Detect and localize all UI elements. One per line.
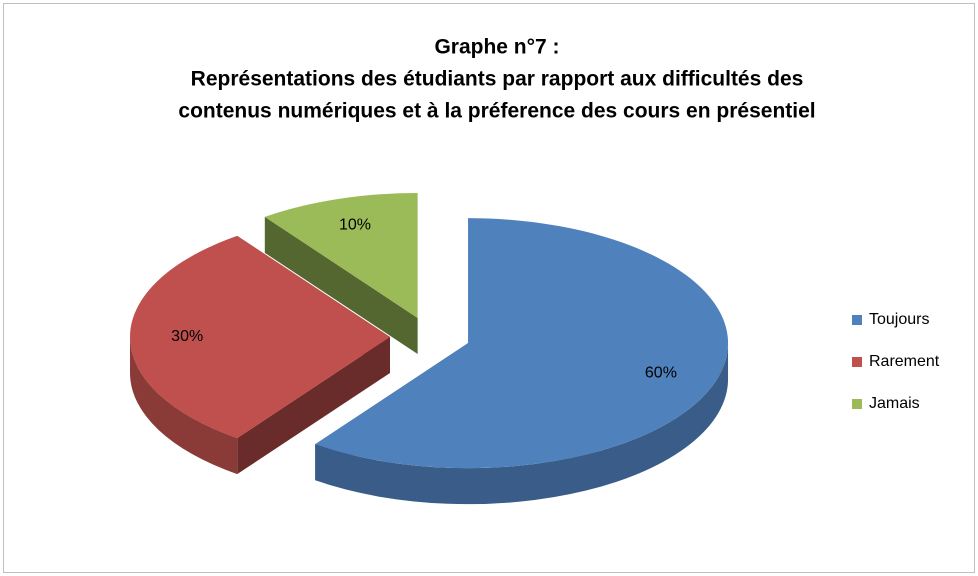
data-label: 30%	[171, 328, 203, 345]
data-label: 60%	[645, 365, 677, 382]
legend-swatch	[852, 399, 862, 409]
legend-swatch	[852, 315, 862, 325]
pie-slice-group	[129, 235, 390, 475]
chart-title: Représentations des étudiants par rappor…	[191, 68, 804, 91]
legend-label: Jamais	[869, 395, 920, 412]
pie-slice	[315, 218, 729, 469]
chart-title: contenus numériques et à la préference d…	[178, 100, 815, 123]
data-label: 10%	[339, 216, 371, 233]
slice-cut-face	[264, 216, 418, 354]
legend-label: Rarement	[869, 353, 940, 370]
pie-slice	[264, 192, 418, 318]
pie-slice	[129, 235, 390, 439]
pie-slice-group	[315, 218, 729, 505]
slice-side-wall	[315, 343, 729, 505]
legend-label: Toujours	[869, 311, 929, 328]
slice-side-wall	[130, 337, 238, 475]
legend-swatch	[852, 357, 862, 367]
slice-cut-face	[237, 337, 390, 475]
chart-title: Graphe n°7 :	[434, 36, 559, 59]
pie-slice-group	[264, 192, 418, 354]
